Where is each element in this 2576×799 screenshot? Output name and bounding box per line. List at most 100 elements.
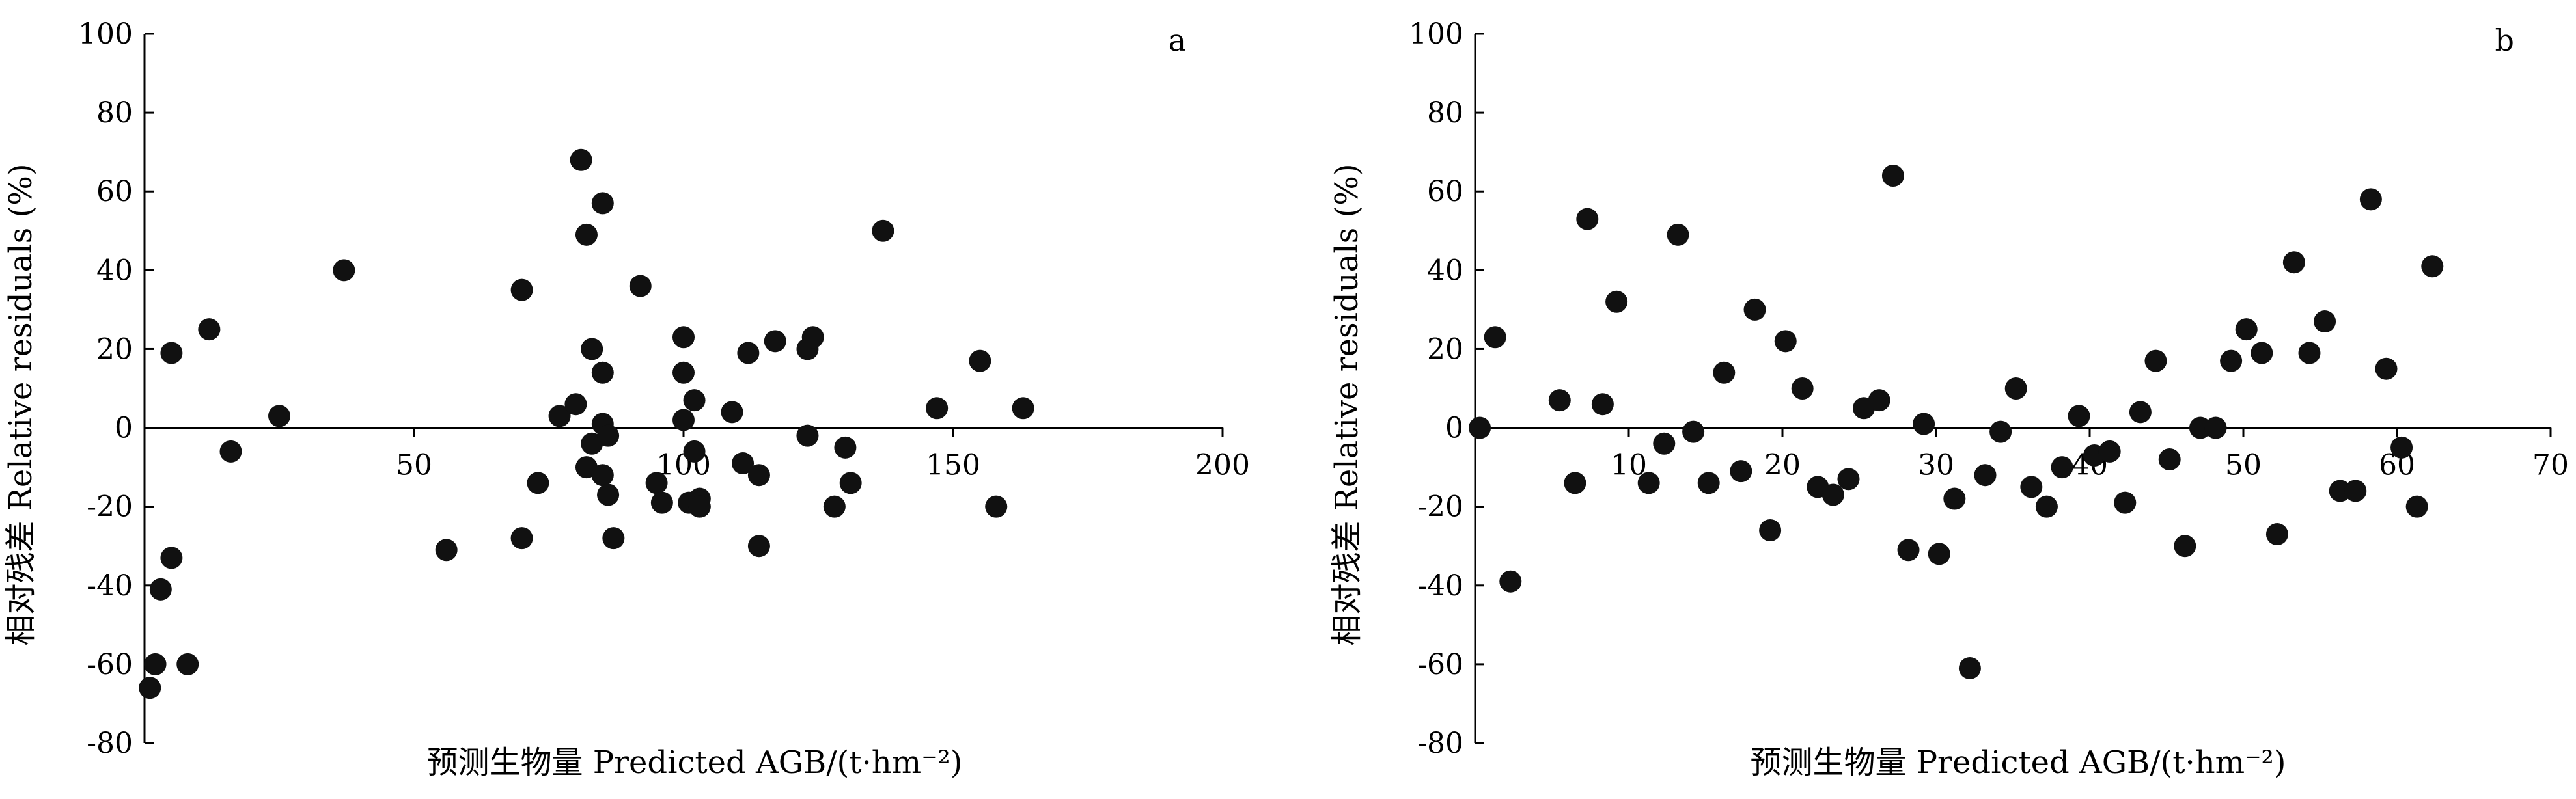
y-tick-label: 20 (1427, 332, 1463, 366)
data-point (1012, 397, 1034, 420)
data-point (683, 440, 706, 463)
data-point (1469, 416, 1491, 439)
y-tick-label: 40 (96, 254, 133, 287)
x-tick-label: 70 (2532, 449, 2569, 482)
data-point (2189, 416, 2211, 439)
data-point (575, 223, 598, 246)
data-point (801, 326, 824, 349)
data-point (1713, 361, 1736, 384)
y-tick-label: -60 (87, 648, 133, 681)
data-point (1637, 472, 1660, 494)
data-point (926, 397, 949, 420)
data-point (570, 148, 592, 171)
data-point (1958, 657, 1981, 679)
data-point (1564, 472, 1586, 494)
data-point (834, 436, 857, 459)
data-point (1774, 330, 1797, 353)
data-point (1837, 468, 1860, 491)
data-point (2158, 448, 2181, 470)
data-point (597, 424, 620, 447)
data-point (2265, 523, 2288, 546)
data-point (1576, 208, 1599, 230)
data-point (2174, 535, 2196, 558)
data-point (2129, 401, 2152, 424)
data-point (2051, 456, 2073, 479)
data-point (747, 464, 770, 487)
data-point (2004, 377, 2027, 400)
data-point (650, 491, 673, 514)
data-point (2220, 349, 2243, 372)
data-point (2204, 416, 2227, 439)
y-tick-label: 0 (1445, 412, 1463, 445)
y-tick-label: -60 (1417, 648, 1463, 681)
y-axis-title: 相对残差 Relative residuals (%) (3, 163, 39, 645)
data-point (747, 535, 770, 558)
data-point (144, 653, 167, 675)
data-point (1881, 165, 1904, 187)
data-point (2251, 342, 2273, 364)
data-point (1667, 223, 1689, 246)
y-tick-label: 80 (1427, 96, 1463, 129)
data-point (1499, 570, 1522, 593)
data-point (2405, 495, 2428, 518)
data-point (985, 495, 1008, 518)
data-point (1974, 464, 1997, 487)
data-point (969, 349, 991, 372)
data-point (548, 405, 571, 427)
y-tick-label: 100 (1409, 18, 1463, 51)
data-point (1653, 432, 1676, 455)
data-point (1989, 420, 2012, 443)
data-point (564, 393, 587, 416)
data-point (683, 389, 706, 412)
data-point (139, 677, 161, 699)
data-point (1730, 460, 1752, 483)
data-point (591, 361, 614, 384)
data-point (149, 578, 172, 601)
chart-panel-a: a 相对残差 Relative residuals (%) 预测生物量 Pred… (3, 18, 1250, 781)
y-tick-label: 0 (115, 412, 133, 445)
data-point (1868, 389, 1890, 412)
x-tick-label: 150 (926, 449, 980, 482)
data-point (1548, 389, 1571, 412)
data-point (1682, 420, 1705, 443)
panel-label: b (2495, 23, 2514, 58)
data-point (527, 472, 549, 494)
data-point (672, 409, 695, 431)
data-point (176, 653, 199, 675)
data-point (2375, 357, 2398, 380)
data-point (672, 361, 695, 384)
data-point (435, 539, 458, 562)
data-point (2144, 349, 2167, 372)
data-point (602, 527, 625, 550)
data-point (1821, 483, 1844, 506)
data-point (721, 401, 743, 424)
y-tick-label: -20 (1417, 491, 1463, 524)
data-point (2068, 405, 2090, 427)
y-tick-label: -80 (1417, 727, 1463, 760)
data-point (688, 495, 711, 518)
data-point (672, 326, 695, 349)
data-point (597, 483, 620, 506)
data-point (333, 259, 355, 282)
data-point (1743, 298, 1766, 321)
data-point (839, 472, 862, 494)
x-axis-title: 预测生物量 Predicted AGB/(t·hm⁻²) (426, 744, 962, 781)
data-point (1591, 393, 1614, 416)
data-point (219, 440, 242, 463)
y-tick-label: -40 (1417, 569, 1463, 603)
x-tick-label: 30 (1918, 449, 1954, 482)
chart-panel-b: b 相对残差 Relative residuals (%) 预测生物量 Pred… (1329, 18, 2569, 781)
data-point (764, 330, 786, 353)
y-tick-label: 60 (1427, 175, 1463, 208)
data-point (645, 472, 668, 494)
data-point (2421, 255, 2444, 278)
x-tick-label: 200 (1195, 449, 1250, 482)
data-point (160, 547, 183, 569)
data-point (2359, 188, 2382, 211)
data-point (2298, 342, 2321, 364)
data-point (2282, 251, 2305, 274)
data-point (1897, 539, 1920, 562)
data-point (1605, 290, 1628, 313)
data-point (2329, 480, 2351, 502)
